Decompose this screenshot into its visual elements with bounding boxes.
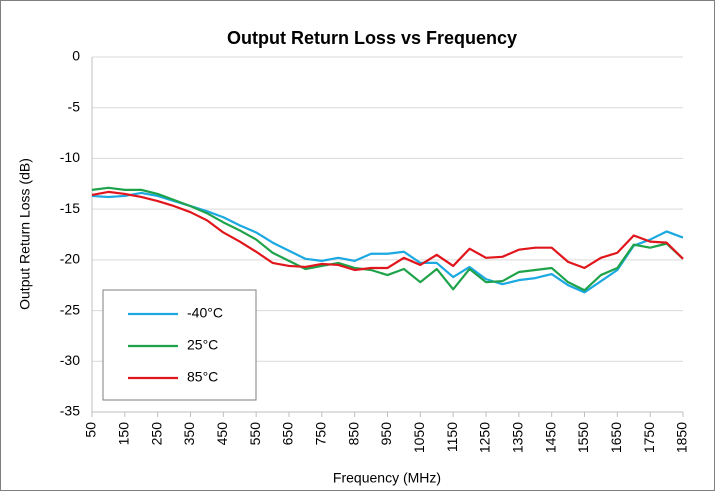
- legend-label: -40°C: [187, 305, 223, 321]
- x-axis-title: Frequency (MHz): [333, 470, 441, 486]
- x-tick-label: 750: [313, 422, 329, 446]
- y-tick-label: -15: [60, 200, 80, 216]
- x-tick-label: 1350: [510, 422, 526, 453]
- x-tick-label: 850: [345, 422, 361, 446]
- y-tick-label: -20: [60, 251, 80, 267]
- y-tick-label: 0: [72, 48, 80, 64]
- x-tick-label: 150: [116, 422, 132, 446]
- x-tick-label: 1050: [411, 422, 427, 453]
- legend-label: 25°C: [187, 337, 218, 353]
- y-tick-label: -10: [60, 149, 80, 165]
- y-tick-label: -5: [68, 98, 81, 114]
- x-tick-label: 1450: [542, 422, 558, 453]
- y-tick-label: -35: [60, 403, 80, 419]
- x-tick-label: 550: [247, 422, 263, 446]
- legend-box: [102, 289, 257, 401]
- x-tick-label: 1150: [444, 422, 460, 452]
- x-tick-label: 650: [280, 422, 296, 446]
- x-tick-label: 350: [181, 422, 197, 446]
- x-tick-label: 250: [148, 422, 164, 446]
- x-tick-label: 1850: [674, 422, 690, 453]
- x-tick-label: 50: [83, 422, 99, 438]
- y-axis-title: Output Return Loss (dB): [17, 158, 33, 310]
- x-tick-label: 1550: [575, 422, 591, 453]
- x-tick-label: 1750: [641, 422, 657, 453]
- chart-title: Output Return Loss vs Frequency: [227, 28, 517, 48]
- y-tick-label: -30: [60, 352, 80, 368]
- x-tick-label: 1650: [608, 422, 624, 453]
- series-line: [91, 186, 684, 292]
- x-tick-label: 1250: [477, 422, 493, 453]
- y-tick-label: -25: [60, 301, 80, 317]
- legend-label: 85°C: [187, 369, 218, 385]
- x-tick-label: 450: [214, 422, 230, 446]
- x-tick-label: 950: [378, 422, 394, 446]
- series-line: [91, 190, 684, 272]
